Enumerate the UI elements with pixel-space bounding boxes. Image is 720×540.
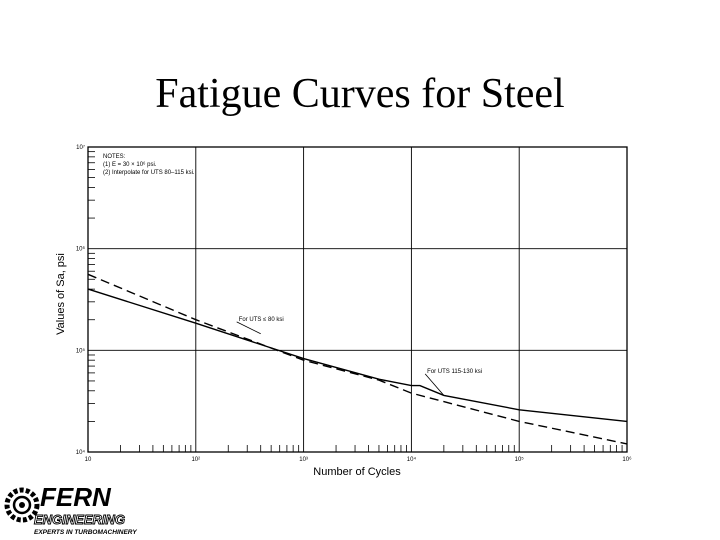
plot-frame: [87, 146, 628, 453]
x-axis-label: Number of Cycles: [313, 466, 401, 478]
x-tick-label: 10: [85, 457, 92, 463]
x-tick-label: 10⁶: [622, 456, 632, 463]
slide-title: Fatigue Curves for Steel: [155, 71, 565, 117]
annotation-label: For UTS 115-130 ksi: [427, 369, 482, 375]
y-axis-label: Values of Sa, psi: [55, 253, 67, 335]
fern-engineering-logo: FERN ENGINEERING EXPERTS IN TURBOMACHINE…: [4, 482, 137, 536]
grid-layer: [87, 146, 628, 453]
y-tick-label: 10⁴: [76, 449, 86, 456]
x-tick-label: 10³: [299, 457, 308, 463]
x-tick-label: 10⁴: [407, 456, 417, 463]
y-tick-label: 10⁵: [76, 347, 86, 354]
series-layer: [87, 273, 628, 445]
logo-sub2: EXPERTS IN TURBOMACHINERY: [34, 529, 137, 536]
note-header: NOTES:: [103, 154, 126, 160]
logo-sub1: ENGINEERING: [34, 512, 125, 527]
x-tick-label: 10⁵: [515, 456, 525, 463]
y-tick-label: 10⁶: [76, 246, 86, 253]
note-1: (1) E = 30 × 10⁶ psi.: [103, 161, 157, 168]
annotation-label: For UTS ≤ 80 ksi: [239, 317, 284, 323]
label-layer: Number of Cycles Values of Sa, psi NOTES…: [55, 144, 632, 478]
x-tick-label: 10²: [191, 457, 200, 463]
series-solid-line: [87, 288, 628, 423]
annotation-leader: [424, 373, 445, 396]
note-2: (2) Interpolate for UTS 80–115 ksi.: [103, 170, 195, 176]
annotation-leader: [236, 321, 261, 335]
turbine-wheel-icon: [4, 487, 40, 523]
logo-brand: FERN: [40, 482, 112, 512]
series-dashed-line: [87, 273, 628, 445]
y-tick-label: 10⁷: [76, 144, 85, 151]
